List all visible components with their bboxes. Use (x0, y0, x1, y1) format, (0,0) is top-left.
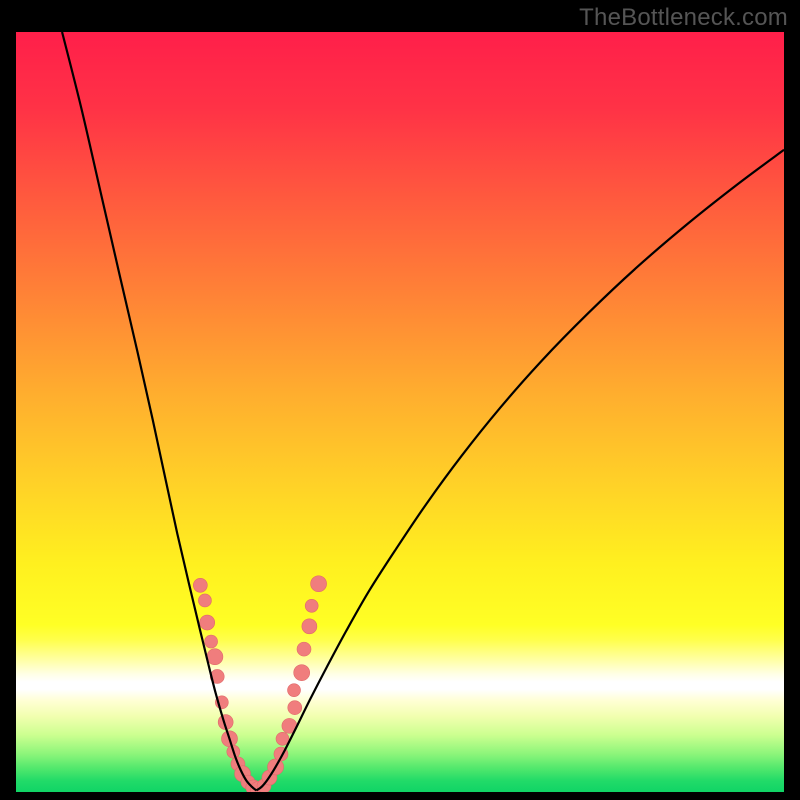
marker-dot (288, 684, 301, 697)
curves-layer (16, 32, 784, 792)
marker-dot (288, 701, 302, 715)
marker-dot (302, 619, 317, 634)
curve-left-branch (62, 32, 256, 790)
marker-dot (294, 665, 310, 681)
marker-dot (205, 635, 218, 648)
marker-dot (276, 732, 289, 745)
chart-frame: TheBottleneck.com (0, 0, 800, 800)
marker-dot (200, 615, 215, 630)
marker-dot (198, 594, 211, 607)
marker-dot (305, 599, 318, 612)
marker-dot (207, 649, 223, 665)
marker-dot (193, 578, 207, 592)
plot-area (16, 32, 784, 792)
watermark-text: TheBottleneck.com (579, 4, 788, 32)
marker-dot (311, 576, 327, 592)
curve-right-branch (256, 150, 784, 791)
marker-dot (297, 642, 311, 656)
